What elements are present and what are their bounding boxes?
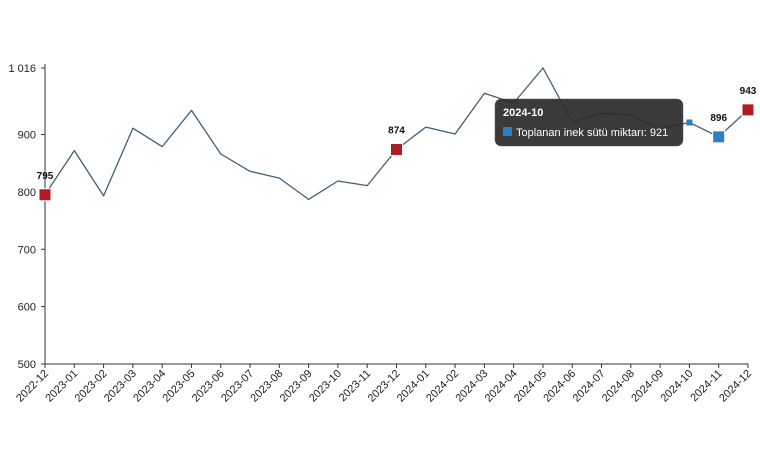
data-label: 874 [388,125,405,136]
tooltip-point-marker [686,119,693,126]
x-tick-label: 2023-10 [307,368,344,405]
data-label: 943 [740,86,757,97]
tooltip: 2024-10 Toplanan inek sütü miktarı: 921 [494,98,684,147]
data-point-marker [38,188,52,202]
y-tick-label: 700 [18,244,36,256]
tooltip-box [494,98,684,147]
tooltip-text: Toplanan inek sütü miktarı: 921 [516,127,668,139]
tooltip-series-swatch [503,127,512,136]
hovered-point-marker [712,130,726,144]
data-label: 795 [37,171,54,182]
x-tick-label: 2024-12 [717,368,754,405]
x-tick-label: 2024-10 [659,368,696,405]
data-point-marker [741,103,755,117]
y-tick-label: 500 [18,359,36,371]
y-tick-label: 600 [18,302,36,314]
tooltip-title: 2024-10 [503,107,543,119]
y-tick-label: 800 [18,187,36,199]
data-point-marker [390,142,403,156]
marker-layer: 795 874 943 896 [37,86,757,202]
y-tick-label: 900 [18,130,36,142]
y-tick-label: 1 016 [8,63,36,75]
data-label: 896 [710,113,727,124]
